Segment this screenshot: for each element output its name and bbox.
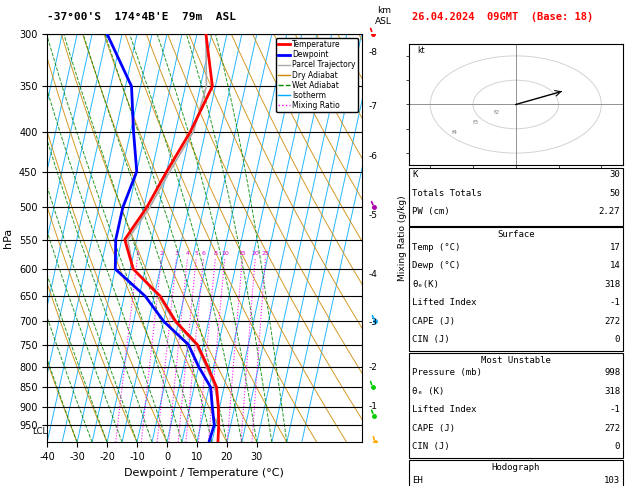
- Text: 2: 2: [160, 250, 164, 256]
- Text: 17: 17: [610, 243, 620, 252]
- Text: f4: f4: [452, 130, 458, 135]
- Text: -1: -1: [610, 298, 620, 307]
- Text: PW (cm): PW (cm): [412, 207, 450, 216]
- Text: 103: 103: [604, 476, 620, 485]
- Text: 1: 1: [135, 250, 140, 256]
- Text: CIN (J): CIN (J): [412, 442, 450, 451]
- Text: Surface: Surface: [497, 230, 535, 239]
- Text: 0: 0: [615, 335, 620, 344]
- Text: 2.27: 2.27: [599, 207, 620, 216]
- Text: 272: 272: [604, 317, 620, 326]
- Text: CIN (J): CIN (J): [412, 335, 450, 344]
- Text: km
ASL: km ASL: [376, 6, 392, 26]
- Text: 318: 318: [604, 280, 620, 289]
- Text: CAPE (J): CAPE (J): [412, 317, 455, 326]
- Text: -8: -8: [368, 48, 377, 57]
- Text: 318: 318: [604, 387, 620, 396]
- Text: CAPE (J): CAPE (J): [412, 424, 455, 433]
- Text: Temp (°C): Temp (°C): [412, 243, 460, 252]
- Text: 4: 4: [186, 250, 189, 256]
- Y-axis label: hPa: hPa: [3, 228, 13, 248]
- Text: Totals Totals: Totals Totals: [412, 189, 482, 198]
- Text: -37°00'S  174°4B'E  79m  ASL: -37°00'S 174°4B'E 79m ASL: [47, 12, 236, 22]
- Text: 998: 998: [604, 368, 620, 378]
- Text: θₑ (K): θₑ (K): [412, 387, 444, 396]
- Text: 10: 10: [221, 250, 229, 256]
- Text: -3: -3: [368, 318, 377, 327]
- Text: 14: 14: [610, 261, 620, 270]
- Text: θₑ(K): θₑ(K): [412, 280, 439, 289]
- Text: 8: 8: [213, 250, 218, 256]
- Text: f3: f3: [473, 120, 479, 125]
- Text: LCL: LCL: [32, 427, 47, 436]
- Text: Pressure (mb): Pressure (mb): [412, 368, 482, 378]
- Text: -7: -7: [368, 103, 377, 111]
- Text: Most Unstable: Most Unstable: [481, 356, 551, 364]
- Text: Hodograph: Hodograph: [492, 463, 540, 472]
- Legend: Temperature, Dewpoint, Parcel Trajectory, Dry Adiabat, Wet Adiabat, Isotherm, Mi: Temperature, Dewpoint, Parcel Trajectory…: [276, 38, 358, 112]
- Text: -2: -2: [368, 363, 377, 372]
- Text: 5: 5: [194, 250, 198, 256]
- Text: K: K: [412, 170, 418, 179]
- Text: Lifted Index: Lifted Index: [412, 405, 477, 415]
- Text: Lifted Index: Lifted Index: [412, 298, 477, 307]
- Text: -5: -5: [368, 211, 377, 221]
- Text: 25: 25: [262, 250, 269, 256]
- Text: 15: 15: [238, 250, 247, 256]
- Text: -6: -6: [368, 152, 377, 160]
- Text: -1: -1: [368, 402, 377, 411]
- Text: 6: 6: [202, 250, 206, 256]
- Text: 50: 50: [610, 189, 620, 198]
- Text: Dewp (°C): Dewp (°C): [412, 261, 460, 270]
- Text: 30: 30: [610, 170, 620, 179]
- Text: 272: 272: [604, 424, 620, 433]
- Text: -4: -4: [368, 270, 377, 278]
- X-axis label: Dewpoint / Temperature (°C): Dewpoint / Temperature (°C): [125, 468, 284, 478]
- Text: -1: -1: [610, 405, 620, 415]
- Text: 20: 20: [252, 250, 259, 256]
- Text: EH: EH: [412, 476, 423, 485]
- Text: 3: 3: [175, 250, 179, 256]
- Text: Mixing Ratio (g/kg): Mixing Ratio (g/kg): [398, 195, 407, 281]
- Text: f2: f2: [494, 110, 501, 115]
- Text: 26.04.2024  09GMT  (Base: 18): 26.04.2024 09GMT (Base: 18): [412, 12, 593, 22]
- Text: kt: kt: [418, 47, 425, 55]
- Text: 0: 0: [615, 442, 620, 451]
